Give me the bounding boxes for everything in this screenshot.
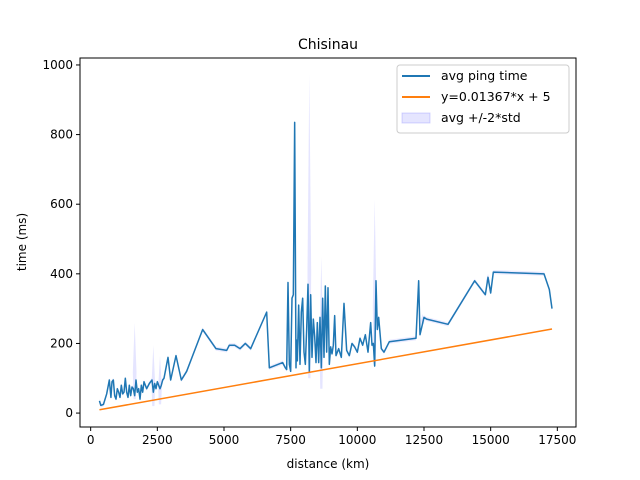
legend-label-band: avg +/-2*std (441, 110, 521, 125)
x-tick-label: 0 (87, 433, 95, 447)
x-tick-label: 7500 (275, 433, 306, 447)
y-tick-label: 800 (50, 128, 73, 142)
avg-ping-line (98, 121, 553, 407)
y-tick-label: 600 (50, 197, 73, 211)
legend-label-fit: y=0.01367*x + 5 (441, 89, 551, 104)
x-tick-label: 10000 (338, 433, 376, 447)
legend-label-avg: avg ping time (441, 68, 528, 83)
legend-swatch-band (401, 112, 431, 124)
x-tick-label: 12500 (405, 433, 443, 447)
legend: avg ping time y=0.01367*x + 5 avg +/-2*s… (396, 64, 570, 134)
x-tick-label: 2500 (142, 433, 173, 447)
fit-line (99, 328, 553, 411)
x-tick-label: 15000 (472, 433, 510, 447)
axis-ticks: 0 2500 5000 7500 10000 12500 15000 17500 0 200 400… (42, 58, 576, 447)
y-tick-label: 200 (50, 336, 73, 350)
plot-frame (79, 57, 577, 428)
y-tick-label: 1000 (42, 58, 73, 72)
series-lines (98, 121, 553, 411)
y-axis-label: time (ms) (15, 213, 29, 271)
x-tick-label: 17500 (538, 433, 576, 447)
chart-title: Chisinau (298, 37, 358, 53)
std-band-spike (158, 355, 162, 405)
legend-frame (396, 64, 570, 134)
x-tick-label: 5000 (209, 433, 240, 447)
x-axis-label: distance (km) (287, 457, 370, 471)
y-tick-label: 400 (50, 267, 73, 281)
y-tick-label: 0 (65, 406, 73, 420)
